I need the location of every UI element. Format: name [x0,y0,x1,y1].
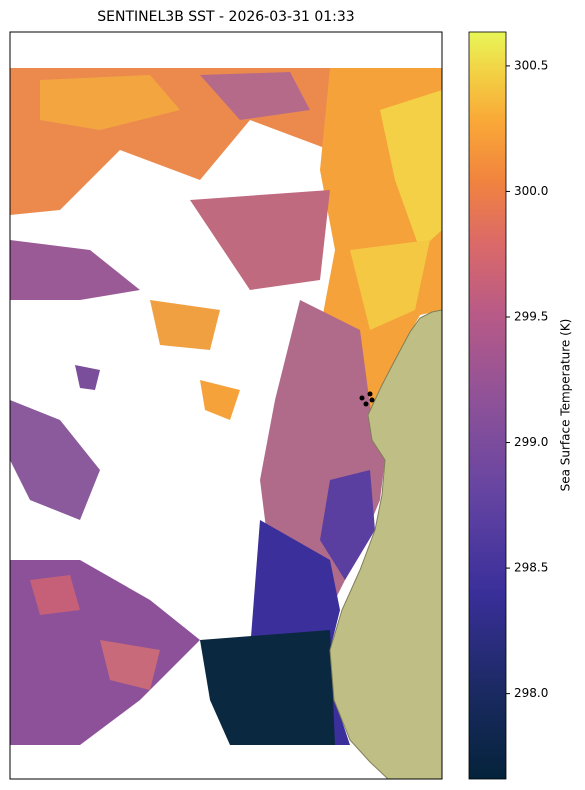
colorbar-tick-label: 299.0 [514,435,548,449]
station-markers [359,391,375,407]
colorbar-tick-label: 299.5 [514,309,548,323]
map-title: SENTINEL3B SST - 2026-03-31 01:33 [97,9,354,25]
colorbar-tick-label: 300.0 [514,184,548,198]
colorbar-tick-label: 298.5 [514,561,548,575]
map-frame [9,31,443,780]
colorbar-tick-label: 298.0 [514,686,548,700]
colorbar-label: Sea Surface Temperature (K) [559,319,573,492]
colorbar-tick-label: 300.5 [514,58,548,72]
colorbar [468,31,507,780]
land [329,309,443,780]
sst-field [10,68,442,745]
